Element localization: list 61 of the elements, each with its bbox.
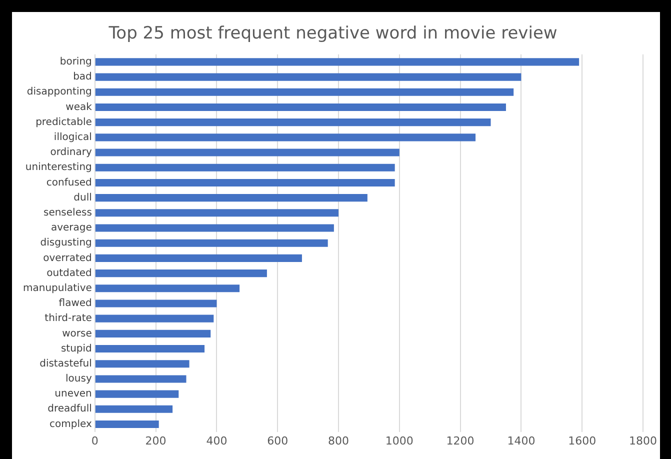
bar	[95, 194, 368, 202]
bar	[95, 118, 491, 126]
y-tick-label: weak	[66, 102, 92, 113]
y-tick-label: third-rate	[44, 313, 92, 324]
y-tick-label: complex	[50, 418, 92, 430]
y-tick-label: confused	[46, 177, 92, 188]
y-tick-label: worse	[62, 328, 92, 340]
y-tick-label: outdated	[46, 268, 92, 279]
y-tick-label: disapponting	[26, 86, 92, 98]
x-tick-label: 1600	[568, 434, 596, 448]
y-tick-label: predictable	[36, 116, 92, 128]
x-tick-label: 1000	[385, 434, 414, 448]
y-tick-label: distasteful	[40, 358, 92, 370]
bar	[95, 375, 186, 383]
y-tick-label: lousy	[66, 374, 92, 385]
x-tick-label: 600	[267, 434, 288, 448]
y-tick-label: dreadfull	[48, 404, 92, 415]
bar	[95, 239, 328, 247]
y-tick-label: senseless	[43, 208, 92, 218]
y-tick-label: average	[50, 222, 92, 234]
bar	[95, 178, 395, 186]
bar	[95, 164, 395, 172]
x-tick-label: 800	[328, 434, 350, 448]
bar	[95, 390, 179, 398]
chart-title: Top 25 most frequent negative word in movie review	[108, 24, 558, 44]
y-tick-label: uneven	[54, 388, 92, 400]
y-tick-label: manupulative	[23, 282, 92, 294]
bar	[95, 284, 240, 292]
x-tick-label: 1200	[446, 434, 474, 448]
bar	[95, 345, 205, 353]
y-tick-label: illogical	[54, 132, 92, 144]
bar	[95, 103, 506, 112]
bar	[95, 360, 190, 368]
bar	[95, 330, 211, 338]
bar	[95, 314, 214, 322]
x-tick-label: 200	[145, 434, 166, 448]
y-tick-label: disgusting	[40, 238, 92, 249]
y-tick-label: stupid	[60, 343, 92, 354]
bar	[95, 58, 580, 66]
x-tick-label: 1400	[507, 434, 536, 448]
bar	[95, 88, 514, 96]
y-tick-label: flawed	[58, 298, 92, 310]
bar	[95, 405, 173, 413]
bar	[95, 420, 159, 428]
bar	[95, 300, 217, 308]
bar	[95, 209, 339, 217]
bar	[95, 224, 334, 232]
y-tick-label: overrated	[43, 252, 92, 264]
y-tick-label: ordinary	[50, 147, 92, 158]
bar	[95, 134, 476, 142]
y-tick-label: bad	[73, 72, 92, 83]
bar	[95, 270, 267, 278]
bar	[95, 254, 302, 262]
y-tick-label: boring	[60, 56, 92, 68]
x-tick-label: 0	[91, 434, 98, 448]
x-tick-label: 1800	[629, 434, 658, 448]
x-tick-label: 400	[206, 434, 228, 448]
y-tick-label: dull	[74, 192, 92, 204]
y-tick-label: uninteresting	[25, 162, 92, 174]
bar	[95, 148, 400, 156]
bar	[95, 73, 522, 81]
